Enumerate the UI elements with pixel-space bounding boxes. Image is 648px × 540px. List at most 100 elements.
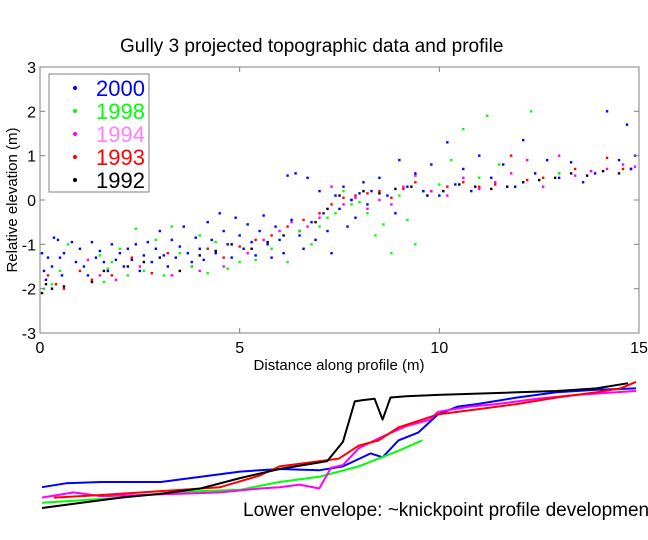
point-2000 [462, 167, 465, 171]
point-2000 [218, 212, 221, 215]
point-1994 [446, 194, 449, 197]
point-1994 [605, 167, 609, 171]
point-2000 [238, 234, 241, 237]
point-1994 [621, 163, 625, 166]
point-2000 [605, 110, 609, 113]
point-1993 [270, 234, 273, 237]
point-1993 [222, 256, 225, 259]
point-2000 [210, 238, 213, 242]
point-1998 [162, 274, 165, 277]
point-1993 [150, 271, 154, 275]
point-2000 [202, 258, 205, 262]
point-1998 [298, 229, 301, 233]
point-1994 [246, 252, 249, 255]
y-axis-label: Relative elevation (m) [4, 127, 21, 272]
point-1992 [250, 247, 253, 250]
point-2000 [44, 278, 48, 281]
point-2000 [62, 252, 66, 255]
point-1998 [270, 247, 273, 250]
point-2000 [58, 256, 62, 259]
point-2000 [254, 254, 257, 257]
point-1994 [478, 187, 481, 191]
point-1992 [394, 187, 397, 191]
point-1994 [330, 185, 333, 188]
point-1993 [166, 252, 169, 255]
point-1994 [278, 229, 281, 233]
point-1993 [318, 212, 321, 215]
point-1998 [350, 203, 353, 206]
point-2000 [102, 260, 106, 264]
point-2000 [234, 216, 237, 219]
point-2000 [617, 158, 621, 162]
point-1992 [230, 243, 233, 246]
x-tick-label: 15 [630, 340, 648, 357]
point-1998 [190, 265, 193, 268]
point-2000 [74, 260, 78, 264]
point-2000 [358, 192, 361, 195]
point-2000 [174, 256, 177, 259]
point-1993 [342, 196, 345, 199]
point-1993 [494, 183, 497, 186]
point-1992 [198, 254, 201, 257]
point-2000 [557, 176, 561, 180]
point-1993 [510, 154, 513, 157]
profile-line-1998 [41, 439, 423, 504]
point-1998 [438, 183, 441, 186]
point-2000 [52, 236, 56, 239]
point-2000 [262, 214, 265, 217]
point-1993 [78, 269, 82, 273]
point-1993 [62, 287, 66, 290]
point-1994 [430, 189, 433, 193]
point-1998 [382, 223, 385, 226]
point-1993 [286, 225, 289, 228]
point-1993 [378, 189, 381, 193]
point-1992 [62, 285, 66, 288]
point-1994 [306, 225, 309, 228]
point-1993 [354, 194, 357, 197]
legend-marker-1998 [73, 109, 77, 113]
point-1998 [310, 243, 313, 246]
lower-envelope-profile [41, 380, 637, 509]
point-1998 [142, 269, 146, 273]
point-1992 [266, 240, 269, 244]
point-1993 [390, 196, 393, 199]
point-1993 [414, 181, 417, 184]
point-1992 [90, 280, 94, 284]
point-2000 [98, 249, 102, 253]
point-1998 [102, 280, 106, 284]
point-1994 [342, 203, 345, 206]
point-2000 [294, 172, 297, 175]
point-2000 [250, 240, 253, 244]
point-2000 [346, 225, 349, 228]
point-1992 [442, 189, 445, 193]
point-1992 [40, 291, 44, 295]
point-1992 [282, 234, 285, 237]
point-2000 [306, 176, 309, 180]
point-1992 [378, 192, 381, 195]
point-1992 [617, 172, 621, 175]
point-1994 [557, 154, 561, 157]
point-2000 [430, 163, 433, 166]
point-2000 [198, 247, 201, 250]
point-2000 [50, 265, 54, 268]
point-2000 [326, 229, 329, 233]
point-1998 [58, 269, 62, 273]
point-1992 [362, 189, 365, 193]
point-2000 [94, 256, 98, 259]
point-1993 [446, 185, 449, 188]
point-2000 [56, 238, 60, 242]
profile-line-1994 [41, 390, 637, 499]
point-2000 [230, 256, 233, 259]
legend-label-1994: 1994 [96, 122, 145, 147]
point-1992 [214, 249, 217, 253]
point-1998 [98, 254, 102, 257]
point-1998 [198, 234, 201, 237]
point-1992 [569, 172, 573, 175]
point-2000 [569, 161, 573, 164]
point-1998 [334, 212, 337, 215]
point-1993 [621, 167, 625, 171]
point-1994 [86, 258, 90, 262]
point-1998 [154, 238, 158, 242]
point-1994 [138, 265, 142, 268]
